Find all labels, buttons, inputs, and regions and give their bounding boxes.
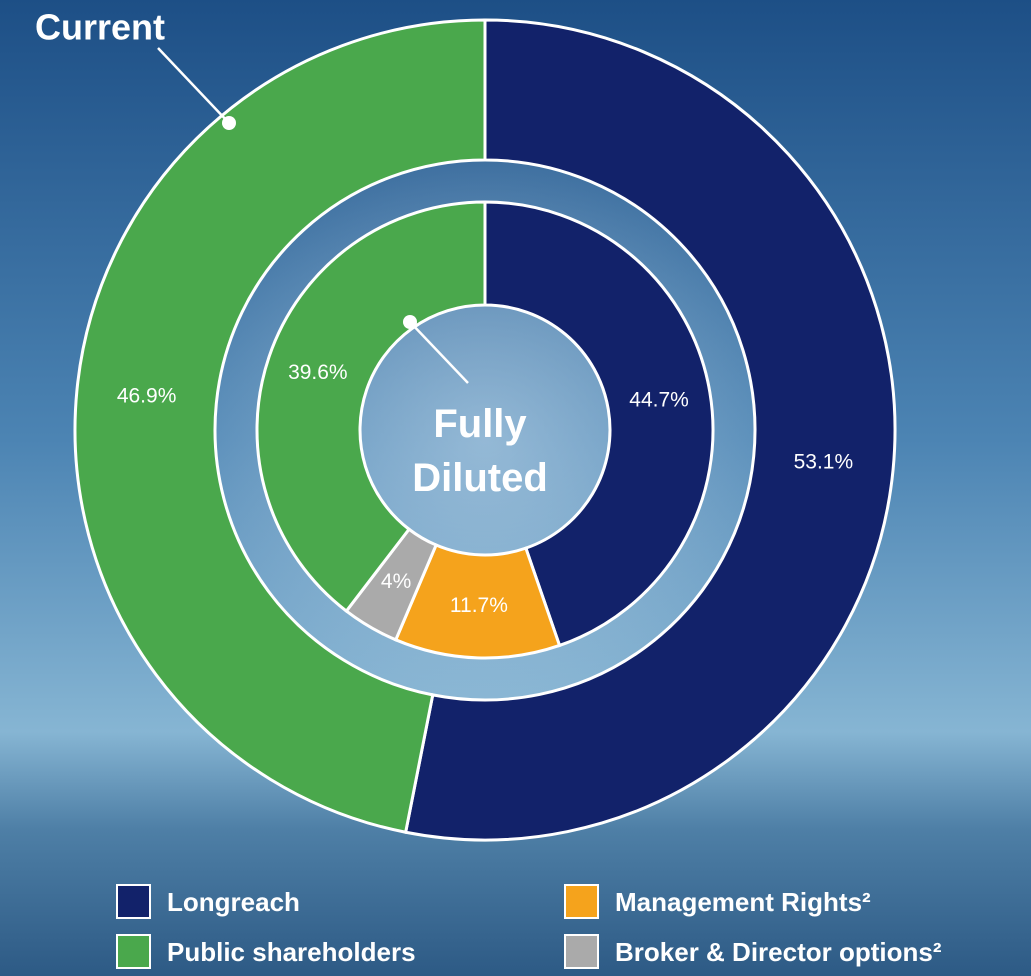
legend-swatch [564, 934, 599, 969]
legend-label: Public shareholders [167, 937, 416, 967]
data-label: 46.9% [117, 384, 177, 407]
legend: Longreach Public shareholders Management R… [116, 884, 942, 969]
legend-label: Broker & Director options² [615, 937, 942, 967]
data-label: 44.7% [629, 388, 689, 411]
callout-line [157, 47, 230, 124]
donut-segment [255, 200, 487, 614]
data-label: 53.1% [794, 451, 854, 474]
data-label: 4% [381, 570, 411, 593]
legend-swatch [564, 884, 599, 919]
legend-label: Longreach [167, 887, 300, 917]
donut-segment [483, 200, 715, 648]
ring-label: Fully Diluted [412, 402, 548, 500]
ring-label: Current [35, 7, 165, 48]
donut-segment [73, 18, 487, 835]
callout-dot [222, 116, 236, 130]
callout-dot [403, 315, 417, 329]
data-label: 11.7% [450, 594, 508, 617]
donut-segment [403, 18, 897, 842]
legend-swatch [116, 884, 151, 919]
donuts: 53.1% 46.9% 44.7% 11.7% 4% 39.6% [73, 18, 897, 842]
legend-label: Management Rights² [615, 887, 871, 917]
legend-swatch [116, 934, 151, 969]
callout-line [409, 321, 469, 384]
data-label: 39.6% [288, 361, 348, 384]
